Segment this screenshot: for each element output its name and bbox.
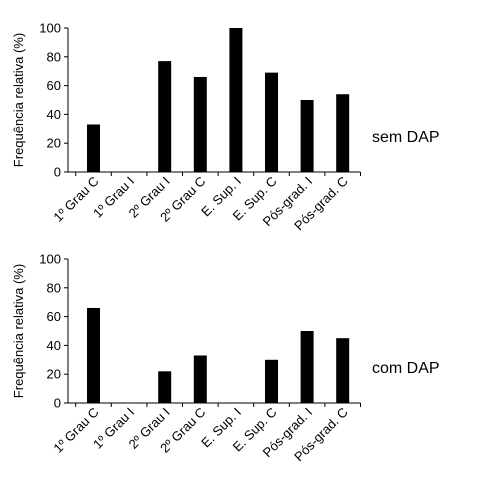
bar: [336, 94, 350, 172]
y-tick-label: 100: [39, 21, 61, 36]
y-axis-title: Frequência relativa (%): [11, 33, 26, 167]
bar: [300, 331, 314, 403]
y-tick-label: 20: [47, 367, 61, 382]
bar: [193, 76, 207, 172]
chart-panel-com-dap: 0 20 40 60 80 100 Frequência relativa (%) 1º Gr…: [11, 252, 440, 465]
panel-label: com DAP: [372, 360, 440, 377]
y-axis-title: Frequência relativa (%): [11, 264, 26, 398]
y-tick-label: 60: [47, 309, 61, 324]
x-category-label: 1º Grau C: [50, 405, 101, 456]
bar: [229, 28, 243, 172]
bar: [87, 124, 100, 172]
bar: [265, 359, 278, 403]
y-tick-label: 20: [47, 136, 61, 151]
bar: [158, 61, 172, 173]
y-tick-label: 40: [47, 107, 61, 122]
y-tick-label: 100: [39, 252, 61, 267]
x-category-label: 1º Grau C: [50, 174, 101, 225]
y-tick-label: 0: [54, 396, 61, 411]
y-tick-label: 60: [47, 78, 61, 93]
bar: [158, 371, 172, 403]
y-tick-label: 0: [54, 165, 61, 180]
panel-label: sem DAP: [372, 129, 440, 146]
y-tick-label: 40: [47, 338, 61, 353]
chart-panel-sem-dap: 0 20 40 60 80 100 Frequência relativa (%) 1º Gr…: [11, 21, 440, 234]
y-tick-label: 80: [47, 280, 61, 295]
bar: [193, 355, 207, 403]
bar: [336, 338, 350, 403]
y-tick-label: 80: [47, 49, 61, 64]
bar: [265, 72, 278, 172]
bar: [87, 307, 100, 403]
bar: [300, 100, 314, 172]
